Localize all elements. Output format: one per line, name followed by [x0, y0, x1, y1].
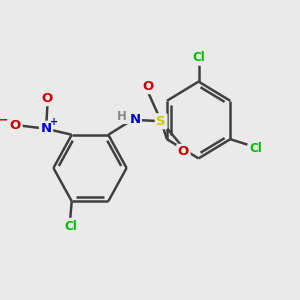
- Text: Cl: Cl: [192, 51, 205, 64]
- Text: +: +: [50, 117, 58, 127]
- Text: N: N: [129, 113, 140, 126]
- Text: Cl: Cl: [250, 142, 262, 155]
- Text: O: O: [143, 80, 154, 93]
- Text: O: O: [42, 92, 53, 105]
- Text: N: N: [40, 122, 52, 135]
- Text: S: S: [156, 115, 166, 128]
- Text: H: H: [117, 110, 127, 123]
- Text: −: −: [0, 114, 8, 127]
- Text: Cl: Cl: [64, 220, 77, 233]
- Text: O: O: [178, 145, 189, 158]
- Text: O: O: [10, 119, 21, 132]
